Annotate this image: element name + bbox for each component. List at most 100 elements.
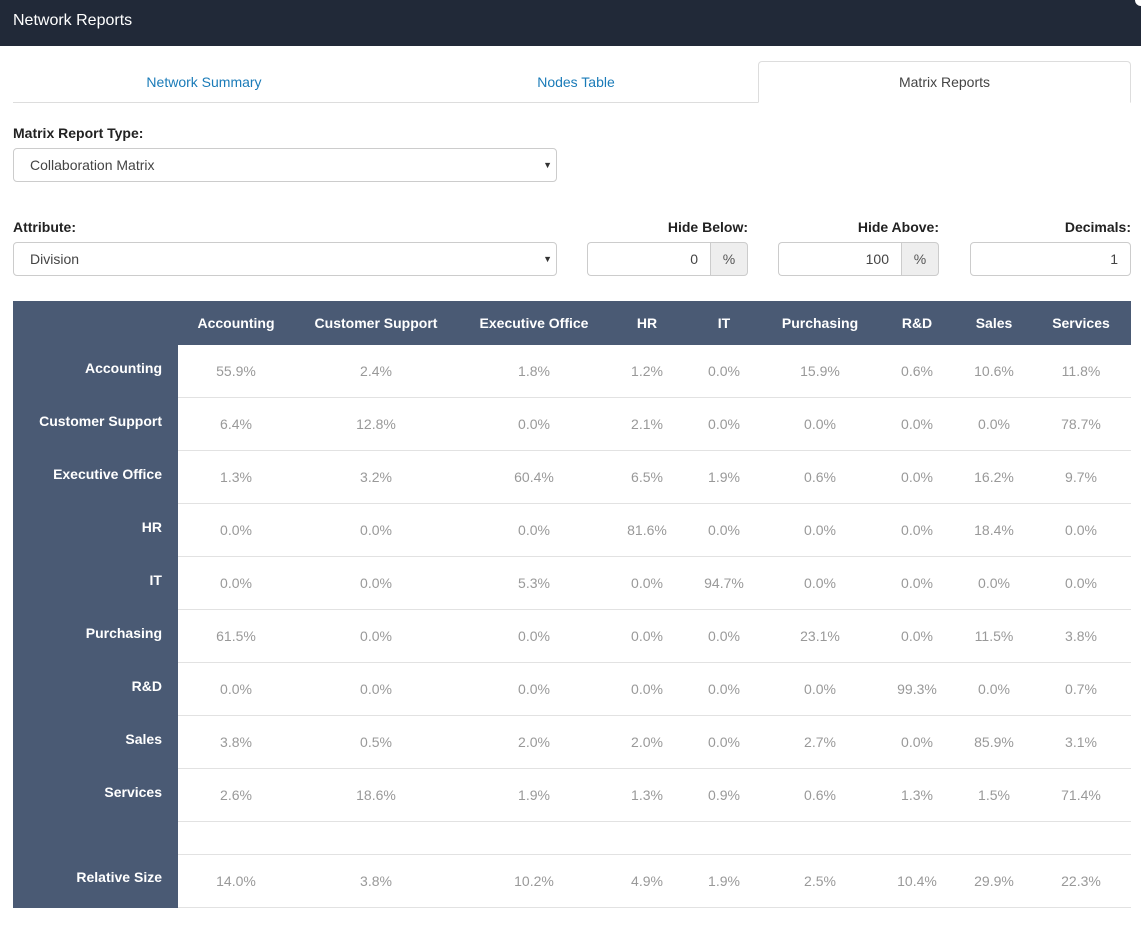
caret-down-icon: ▼	[543, 254, 552, 264]
app-header: Network Reports	[0, 0, 1141, 46]
matrix-cell: 2.5%	[804, 873, 836, 889]
matrix-cell: 0.0%	[708, 681, 740, 697]
matrix-cell: 0.0%	[901, 469, 933, 485]
matrix-cell: 0.0%	[978, 416, 1010, 432]
matrix-cell: 0.0%	[360, 681, 392, 697]
matrix-cell: 0.0%	[220, 522, 252, 538]
matrix-cell: 0.6%	[804, 787, 836, 803]
report-type-value: Collaboration Matrix	[30, 157, 155, 173]
matrix-cell: 60.4%	[514, 469, 554, 485]
matrix-cell: 18.4%	[974, 522, 1014, 538]
column-header-purchasing: Purchasing	[781, 315, 859, 331]
matrix-cell: 0.0%	[901, 416, 933, 432]
matrix-cell: 6.4%	[220, 416, 252, 432]
matrix-cell: 4.9%	[631, 873, 663, 889]
matrix-cell: 29.9%	[974, 873, 1014, 889]
hide-below-label: Hide Below:	[667, 219, 748, 235]
matrix-cell: 0.9%	[708, 787, 740, 803]
matrix-cell: 78.7%	[1061, 416, 1101, 432]
column-header-hr: HR	[636, 315, 658, 331]
row-header-executive-office: Executive Office	[13, 451, 178, 505]
matrix-cell: 0.0%	[708, 363, 740, 379]
matrix-cell: 0.0%	[708, 522, 740, 538]
matrix-cell: 0.0%	[901, 734, 933, 750]
matrix-cell: 2.0%	[518, 734, 550, 750]
matrix-row: Sales 3.8% 0.5% 2.0% 2.0% 0.0% 2.7% 0.0% 85.9% 3.…	[13, 716, 1131, 770]
matrix-cell: 11.5%	[974, 628, 1014, 644]
matrix-cell: 16.2%	[974, 469, 1014, 485]
matrix-cell: 12.8%	[356, 416, 396, 432]
matrix-cell: 0.5%	[360, 734, 392, 750]
report-type-select[interactable]: Collaboration Matrix ▼	[13, 148, 557, 182]
matrix-cell: 0.0%	[518, 681, 550, 697]
app-title: Network Reports	[13, 12, 133, 29]
matrix-cell: 99.3%	[897, 681, 937, 697]
percent-addon: %	[901, 242, 939, 276]
matrix-cell: 0.0%	[518, 416, 550, 432]
matrix-cell: 0.0%	[1065, 522, 1097, 538]
matrix-cell: 0.0%	[708, 734, 740, 750]
matrix-cell: 0.0%	[220, 575, 252, 591]
matrix-cell: 1.9%	[518, 787, 550, 803]
matrix-cell: 18.6%	[356, 787, 396, 803]
matrix-cell: 9.7%	[1065, 469, 1097, 485]
hide-above-group: 100 %	[778, 242, 939, 276]
hide-below-input[interactable]: 0	[587, 242, 710, 276]
column-header-sales: Sales	[975, 315, 1013, 331]
matrix-cell: 2.4%	[360, 363, 392, 379]
matrix-cell: 10.6%	[974, 363, 1014, 379]
spacer-row-header	[13, 822, 178, 856]
attribute-select[interactable]: Division ▼	[13, 242, 557, 276]
matrix-cell: 71.4%	[1061, 787, 1101, 803]
tab-nodes-table[interactable]: Nodes Table	[537, 74, 615, 90]
attribute-value: Division	[30, 251, 80, 267]
matrix-cell: 2.0%	[631, 734, 663, 750]
row-header-purchasing: Purchasing	[13, 610, 178, 664]
tab-network-summary[interactable]: Network Summary	[146, 74, 262, 90]
caret-down-icon: ▼	[543, 160, 552, 170]
matrix-cell: 0.0%	[220, 681, 252, 697]
matrix-row: Accounting 55.9% 2.4% 1.8% 1.2% 0.0% 15.9% 0.6%…	[13, 345, 1131, 399]
matrix-cell: 0.0%	[901, 522, 933, 538]
report-tabs: Network Summary Nodes Table Matrix Repor…	[13, 61, 1131, 103]
matrix-cell: 0.0%	[978, 575, 1010, 591]
decimals-label: Decimals:	[1064, 219, 1131, 235]
matrix-cell: 10.4%	[897, 873, 937, 889]
matrix-cell: 1.3%	[631, 787, 663, 803]
matrix-cell: 81.6%	[627, 522, 667, 538]
matrix-cell: 1.3%	[220, 469, 252, 485]
matrix-cell: 5.3%	[518, 575, 550, 591]
corner-control[interactable]	[1135, 0, 1141, 6]
decimals-input[interactable]: 1	[970, 242, 1131, 276]
column-header-accounting: Accounting	[197, 315, 275, 331]
relative-size-row: Relative Size 14.0% 3.8% 10.2% 4.9% 1.9% 2.5% 1…	[13, 855, 1131, 908]
matrix-cell: 6.5%	[631, 469, 663, 485]
tab-matrix-reports[interactable]: Matrix Reports	[758, 61, 1131, 103]
matrix-cell: 0.7%	[1065, 681, 1097, 697]
matrix-cell: 61.5%	[216, 628, 256, 644]
attribute-label: Attribute:	[13, 219, 76, 235]
matrix-cell: 0.6%	[901, 363, 933, 379]
matrix-cell: 0.0%	[631, 681, 663, 697]
matrix-cell: 2.1%	[631, 416, 663, 432]
matrix-cell: 3.1%	[1065, 734, 1097, 750]
hide-above-input[interactable]: 100	[778, 242, 901, 276]
matrix-row: Executive Office 1.3% 3.2% 60.4% 6.5% 1.9% 0.6…	[13, 451, 1131, 505]
matrix-cell: 0.0%	[631, 575, 663, 591]
matrix-row: HR 0.0% 0.0% 0.0% 81.6% 0.0% 0.0% 0.0% 18.4% 0.0%	[13, 504, 1131, 558]
matrix-cell: 2.6%	[220, 787, 252, 803]
percent-addon: %	[710, 242, 748, 276]
matrix-cell: 0.0%	[518, 628, 550, 644]
matrix-cell: 22.3%	[1061, 873, 1101, 889]
matrix-cell: 1.8%	[518, 363, 550, 379]
matrix-cell: 0.6%	[804, 469, 836, 485]
matrix-cell: 0.0%	[360, 522, 392, 538]
matrix-spacer-row	[13, 822, 1131, 856]
matrix-cell: 0.0%	[708, 416, 740, 432]
matrix-row: IT 0.0% 0.0% 5.3% 0.0% 94.7% 0.0% 0.0% 0.0% 0.0%	[13, 557, 1131, 611]
matrix-row: Customer Support 6.4% 12.8% 0.0% 2.1% 0.0% 0.0…	[13, 398, 1131, 452]
matrix-cell: 0.0%	[360, 575, 392, 591]
matrix-cell: 1.5%	[978, 787, 1010, 803]
tab-baseline	[13, 102, 1131, 103]
matrix-cell: 0.0%	[708, 628, 740, 644]
